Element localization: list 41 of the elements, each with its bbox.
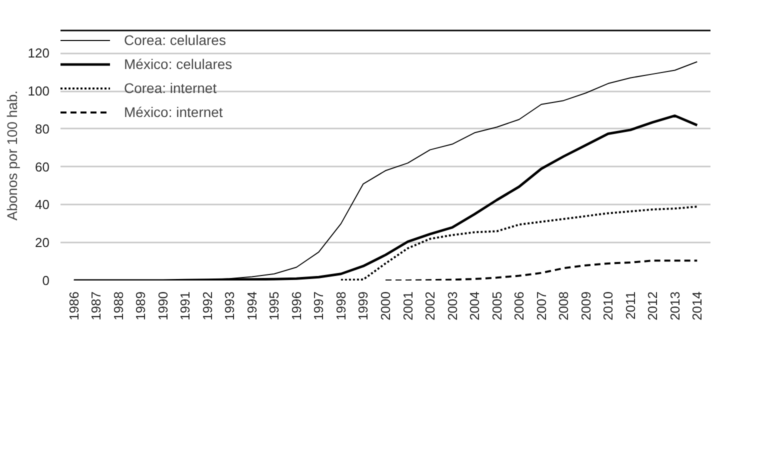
- y-tick-label: 0: [42, 273, 50, 288]
- x-tick-label: 1991: [178, 292, 193, 320]
- x-tick-label: 2007: [534, 292, 549, 320]
- legend-label: Corea: celulares: [124, 32, 226, 48]
- legend-label: Corea: internet: [124, 80, 217, 96]
- x-tick-label: 2012: [645, 292, 660, 320]
- x-tick-label: 2003: [444, 292, 460, 320]
- x-tick-label: 1990: [155, 292, 170, 320]
- x-tick-label: 1994: [244, 292, 260, 320]
- x-tick-label: 2002: [422, 292, 438, 320]
- y-tick-label: 80: [35, 121, 50, 136]
- x-tick-label: 1996: [288, 292, 304, 320]
- x-tick-label: 1998: [333, 292, 348, 320]
- y-tick-label: 120: [28, 46, 50, 61]
- x-tick-label: 1987: [88, 292, 104, 320]
- legend-label: México: internet: [124, 104, 223, 120]
- x-tick-label: 2005: [489, 292, 504, 320]
- y-tick-label: 40: [35, 197, 50, 212]
- y-tick-label: 100: [28, 84, 50, 99]
- y-axis-title: Abonos por 100 hab.: [4, 90, 20, 220]
- x-tick-label: 2004: [467, 292, 482, 320]
- x-tick-label: 1997: [311, 292, 326, 320]
- y-tick-label: 20: [35, 235, 50, 250]
- y-tick-label: 60: [35, 159, 50, 174]
- x-tick-label: 2014: [690, 292, 705, 320]
- x-tick-label: 2006: [512, 292, 527, 320]
- x-tick-label: 1995: [266, 292, 282, 320]
- x-tick-label: 1993: [222, 292, 238, 320]
- x-tick-label: 2008: [556, 292, 572, 320]
- x-tick-label: 1989: [133, 292, 148, 320]
- x-tick-label: 1992: [200, 292, 215, 320]
- x-tick-label: 2011: [622, 291, 638, 320]
- x-tick-label: 1988: [110, 292, 126, 320]
- x-tick-label: 2000: [378, 292, 393, 320]
- x-tick-label: 2010: [600, 292, 616, 320]
- x-tick-label: 2001: [400, 292, 416, 320]
- x-tick-label: 2009: [578, 292, 594, 320]
- x-tick-label: 1986: [66, 292, 82, 320]
- x-tick-label: 2013: [667, 292, 682, 320]
- legend-label: México: celulares: [124, 56, 232, 72]
- x-tick-label: 1999: [356, 292, 371, 320]
